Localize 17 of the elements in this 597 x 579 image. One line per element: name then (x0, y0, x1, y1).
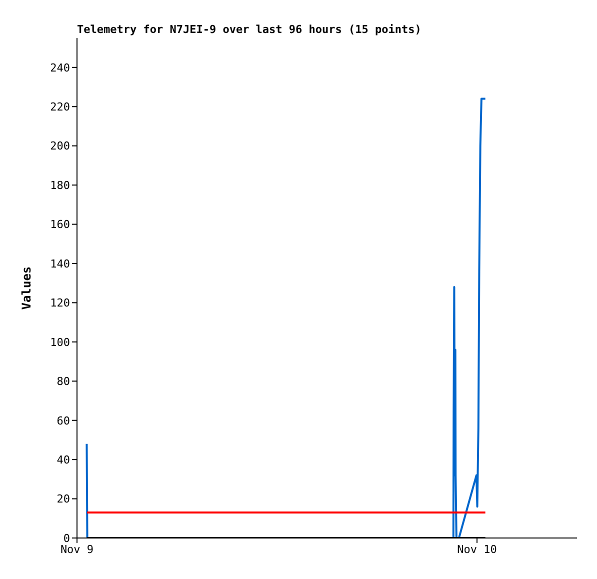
x-tick-label: Nov 9 (60, 542, 94, 556)
y-tick-label: 220 (50, 100, 70, 114)
y-axis-title: Values (19, 266, 34, 310)
y-tick-label: 40 (56, 453, 70, 466)
y-tick-label: 140 (50, 257, 70, 270)
x-tick-label: Nov 10 (457, 542, 497, 556)
y-tick-label: 200 (50, 140, 70, 153)
y-tick-label: 120 (50, 296, 70, 310)
y-tick-label: 80 (56, 375, 70, 388)
y-tick-label: 60 (56, 414, 70, 428)
y-tick-label: 160 (50, 218, 70, 232)
y-tick-label: 0 (63, 532, 70, 545)
y-tick-label: 20 (56, 492, 70, 506)
y-tick-label: 180 (50, 178, 70, 192)
y-tick-label: 100 (50, 336, 70, 349)
y-tick-label: 240 (50, 61, 70, 74)
chart-title: Telemetry for N7JEI-9 over last 96 hours (15 points) (77, 23, 422, 36)
